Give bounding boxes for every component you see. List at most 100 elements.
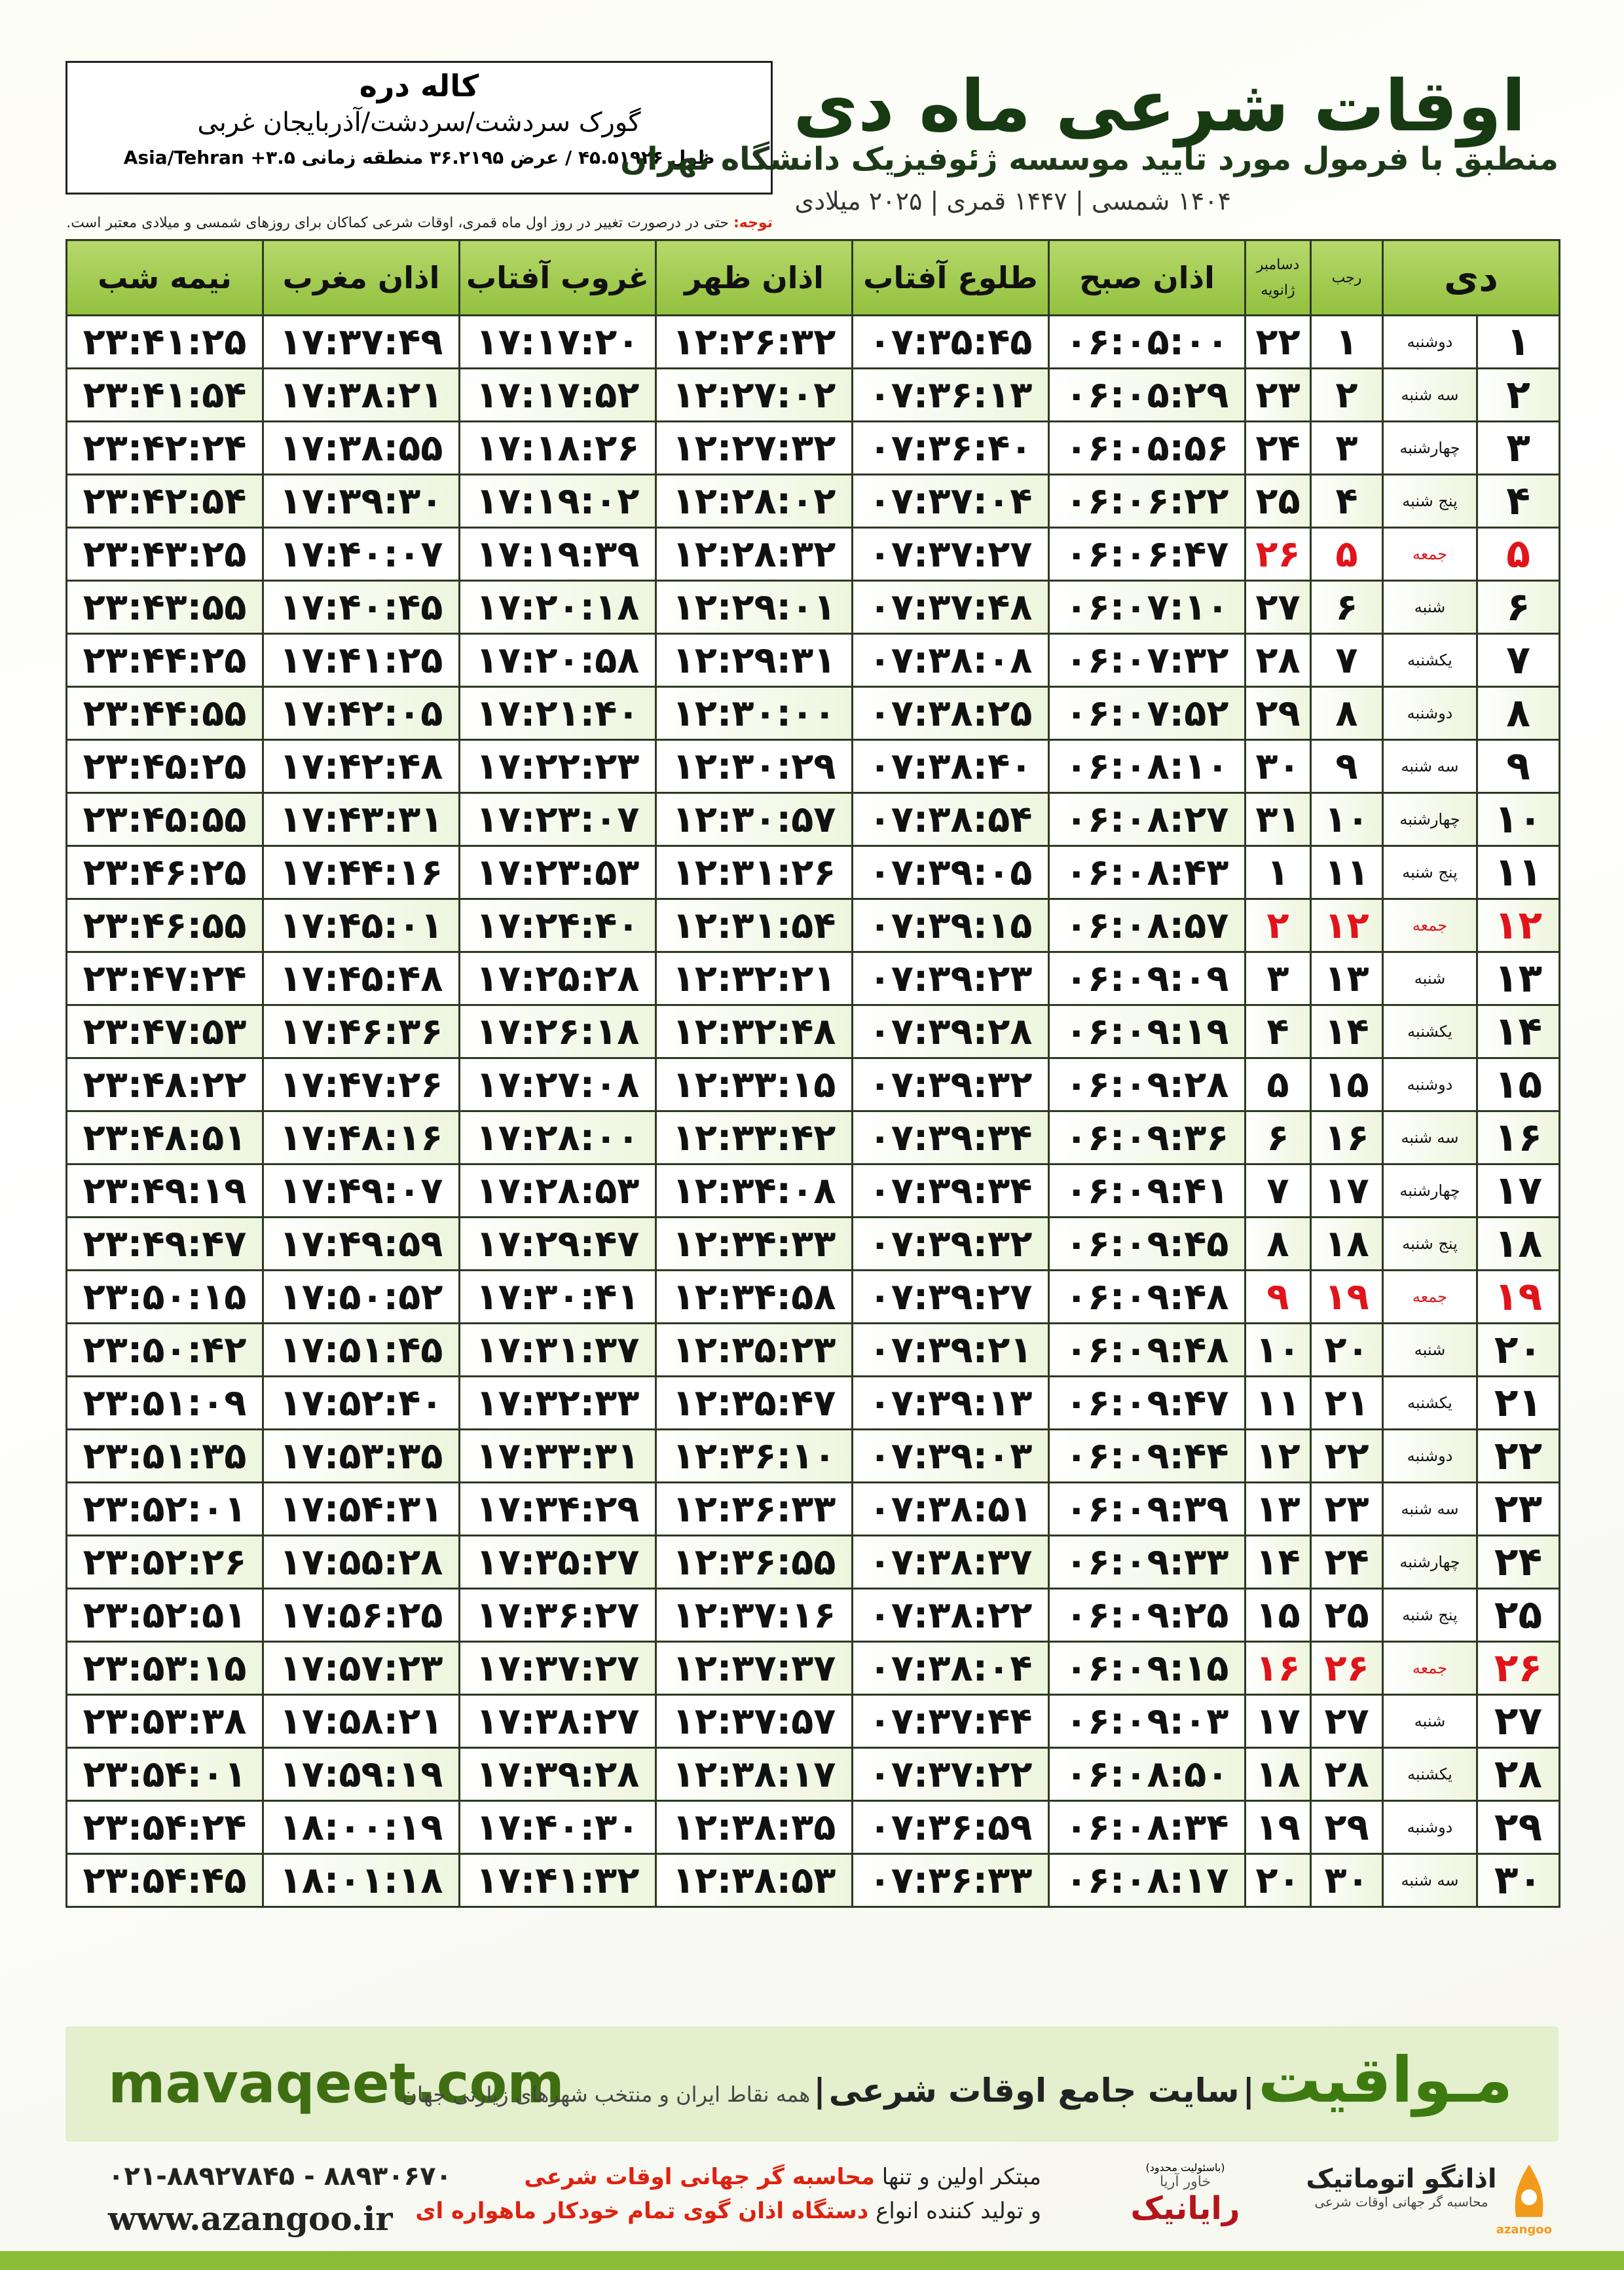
table-cell: ۰۶:۰۹:۴۵ — [1048, 1216, 1246, 1271]
table-cell: ۰۶:۰۸:۱۷ — [1048, 1853, 1246, 1908]
table-cell: ۲۸ — [1476, 1747, 1561, 1802]
table-cell: ۱۳ — [1476, 951, 1561, 1006]
table-cell: ۰۶:۰۸:۳۴ — [1048, 1800, 1246, 1855]
table-cell: ۳۰ — [1310, 1853, 1384, 1908]
table-cell: ۰۷:۳۷:۲۲ — [851, 1747, 1050, 1802]
footer-url[interactable]: www.azangoo.ir — [108, 2199, 393, 2238]
table-cell: ۱۷:۴۶:۳۶ — [262, 1004, 460, 1059]
header-text: دسامبر — [1256, 257, 1300, 273]
subtitle: منطبق با فرمول مورد تایید موسسه ژئوفیزیک… — [620, 141, 1559, 177]
table-cell: ۲۳:۴۶:۵۵ — [65, 898, 264, 953]
table-cell: ۱۲:۲۹:۳۱ — [655, 633, 853, 688]
table-cell: ۱۱ — [1476, 845, 1561, 900]
table-cell: ۱۷:۱۷:۲۰ — [458, 314, 657, 369]
table-cell: ۰۶:۰۹:۰۳ — [1048, 1694, 1246, 1749]
header-cell: رجب — [1310, 239, 1384, 316]
table-cell: ۱۷:۴۱:۲۵ — [262, 633, 460, 688]
table-cell: ۱۷:۴۲:۰۵ — [262, 686, 460, 741]
table-cell: ۱۲:۳۱:۵۴ — [655, 898, 853, 953]
table-cell: پنج شنبه — [1381, 474, 1479, 529]
table-cell: ۱۷:۳۸:۲۱ — [262, 367, 460, 422]
table-cell: سه شنبه — [1381, 1110, 1479, 1165]
table-body: ۱ دوشنبه ۱ ۲۲ ۰۶:۰۵:۰۰ ۰۷:۳۵:۴۵ ۱۲:۲۶:۳۲ ۱۷:۱۷:… — [65, 314, 1561, 1908]
table-cell: ۰۷:۳۹:۱۵ — [851, 898, 1050, 953]
table-cell: ۰۶:۰۹:۱۵ — [1048, 1641, 1246, 1696]
logo-latin: azangoo — [1496, 2223, 1552, 2237]
table-cell: ۰۷:۳۸:۲۲ — [851, 1588, 1050, 1643]
times-table: دی رجب دسامبر ژانویه اذان صبح طلوع آفتاب … — [65, 239, 1561, 1908]
table-cell: ۲۰ — [1244, 1853, 1312, 1908]
table-cell: دوشنبه — [1381, 1428, 1479, 1483]
table-cell: یکشنبه — [1381, 633, 1479, 688]
table-cell: ۱۲:۳۳:۱۵ — [655, 1057, 853, 1112]
table-cell: ۲۶ — [1476, 1641, 1561, 1696]
table-row: ۲۱ یکشنبه ۲۱ ۱۱ ۰۶:۰۹:۴۷ ۰۷:۳۹:۱۳ ۱۲:۳۵:۴۷ ۱۷:۳… — [65, 1375, 1561, 1430]
table-cell: ۱۷:۴۴:۱۶ — [262, 845, 460, 900]
table-cell: ۲۸ — [1244, 633, 1312, 688]
table-cell: ۰۶:۰۶:۲۲ — [1048, 474, 1246, 529]
table-cell: ۰۷:۳۸:۰۴ — [851, 1641, 1050, 1696]
table-row: ۲۲ دوشنبه ۲۲ ۱۲ ۰۶:۰۹:۴۴ ۰۷:۳۹:۰۳ ۱۲:۳۶:۱۰ ۱۷:۳… — [65, 1428, 1561, 1483]
table-cell: ۰۷:۳۹:۲۷ — [851, 1269, 1050, 1324]
table-cell: ۱۱ — [1310, 845, 1384, 900]
title: اوقات شرعی ماه دی — [793, 65, 1526, 147]
table-cell: ۰۷:۳۹:۲۸ — [851, 1004, 1050, 1059]
table-cell: سه شنبه — [1381, 367, 1479, 422]
table-cell: ۱۷:۲۶:۱۸ — [458, 1004, 657, 1059]
table-cell: ۱۸:۰۱:۱۸ — [262, 1853, 460, 1908]
header-text: ژانویه — [1261, 282, 1295, 299]
table-cell: پنج شنبه — [1381, 1588, 1479, 1643]
table-cell: ۰۷:۳۸:۳۷ — [851, 1535, 1050, 1590]
table-cell: ۲۳:۴۸:۵۱ — [65, 1110, 264, 1165]
table-cell: ۱۷:۴۵:۰۱ — [262, 898, 460, 953]
table-cell: ۰۷:۳۹:۲۱ — [851, 1322, 1050, 1377]
table-cell: ۱۷:۲۰:۵۸ — [458, 633, 657, 688]
table-cell: ۱۸ — [1310, 1216, 1384, 1271]
table-cell: ۲۴ — [1310, 1535, 1384, 1590]
coverage: همه نقاط ایران و منتخب شهرهای زیارتی جها… — [401, 2082, 811, 2107]
table-cell: ۱۵ — [1476, 1057, 1561, 1112]
table-cell: ۰۶:۰۷:۱۰ — [1048, 580, 1246, 635]
table-cell: ۲۴ — [1476, 1535, 1561, 1590]
table-row: ۲۵ پنج شنبه ۲۵ ۱۵ ۰۶:۰۹:۲۵ ۰۷:۳۸:۲۲ ۱۲:۳۷:۱۶ ۱۷… — [65, 1588, 1561, 1643]
table-cell: ۰۶:۰۸:۵۰ — [1048, 1747, 1246, 1802]
table-cell: ۹ — [1310, 739, 1384, 794]
table-row: ۲۳ سه شنبه ۲۳ ۱۳ ۰۶:۰۹:۳۹ ۰۷:۳۸:۵۱ ۱۲:۳۶:۳۳ ۱۷:… — [65, 1481, 1561, 1536]
table-cell: ۱۹ — [1244, 1800, 1312, 1855]
table-cell: ۱۶ — [1310, 1110, 1384, 1165]
table-cell: ۱۷:۳۷:۴۹ — [262, 314, 460, 369]
table-cell: ۱۸:۰۰:۱۹ — [262, 1800, 460, 1855]
table-cell: ۱۷:۳۸:۵۵ — [262, 420, 460, 475]
table-cell: ۱۹ — [1476, 1269, 1561, 1324]
table-cell: ۰۷:۳۹:۰۳ — [851, 1428, 1050, 1483]
table-cell: ۲۶ — [1244, 527, 1312, 582]
header-cell: نیمه شب — [65, 239, 264, 316]
table-cell: ۰۶:۰۹:۴۸ — [1048, 1322, 1246, 1377]
table-row: ۱۱ پنج شنبه ۱۱ ۱ ۰۶:۰۸:۴۳ ۰۷:۳۹:۰۵ ۱۲:۳۱:۲۶ ۱۷:… — [65, 845, 1561, 900]
table-cell: ۱۷:۲۱:۴۰ — [458, 686, 657, 741]
table-cell: ۱۷:۳۷:۲۷ — [458, 1641, 657, 1696]
table-cell: ۰۶:۰۵:۵۶ — [1048, 420, 1246, 475]
table-cell: ۱۷:۴۹:۰۷ — [262, 1163, 460, 1218]
table-cell: ۱۷:۴۰:۰۷ — [262, 527, 460, 582]
site-url[interactable]: mavaqeet.com — [108, 2051, 564, 2115]
table-cell: ۲۹ — [1244, 686, 1312, 741]
table-cell: جمعه — [1381, 1269, 1479, 1324]
table-cell: ۲۵ — [1476, 1588, 1561, 1643]
dates: ۱۴۰۴ شمسی | ۱۴۴۷ قمری | ۲۰۲۵ میلادی — [794, 187, 1231, 215]
table-cell: ۲۰ — [1476, 1322, 1561, 1377]
table-cell: ۱۷:۳۴:۲۹ — [458, 1481, 657, 1536]
table-cell: ۲۳:۴۷:۵۳ — [65, 1004, 264, 1059]
note: توجه: حتی در درصورت تغییر در روز اول ماه… — [65, 215, 773, 231]
table-cell: ۰۶:۰۹:۱۹ — [1048, 1004, 1246, 1059]
table-cell: ۱۰ — [1244, 1322, 1312, 1377]
table-cell: ۲۳:۴۴:۲۵ — [65, 633, 264, 688]
footer-line: مبتکر اولین و تنها — [881, 2164, 1041, 2190]
table-cell: ۱۲:۳۰:۲۹ — [655, 739, 853, 794]
location-box: کاله دره گورک سردشت/سردشت/آذربایجان غربی… — [65, 61, 773, 195]
table-cell: ۳۰ — [1244, 739, 1312, 794]
table-cell: یکشنبه — [1381, 1747, 1479, 1802]
logo-azangoo: اذانگو اتوماتیک محاسبه گر جهانی اوقات شر… — [1303, 2155, 1552, 2237]
table-cell: ۱۴ — [1310, 1004, 1384, 1059]
table-cell: ۲۷ — [1310, 1694, 1384, 1749]
